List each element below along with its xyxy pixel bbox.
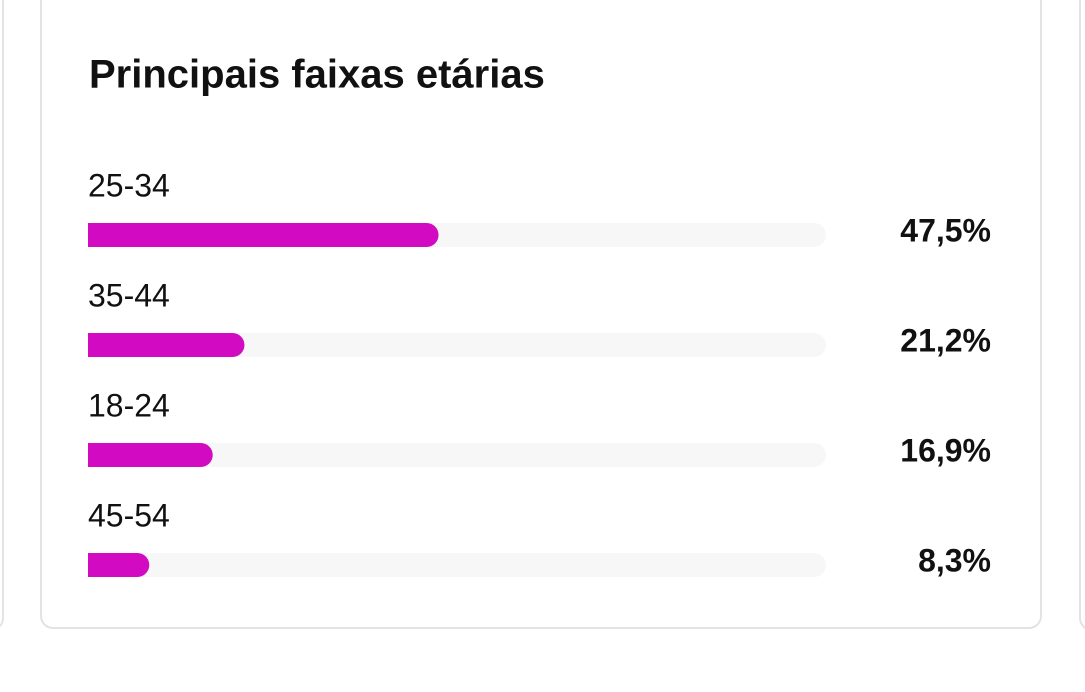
bar	[88, 333, 245, 357]
bar-track	[88, 443, 826, 467]
value-label: 16,9%	[900, 432, 991, 468]
bar-square-start	[88, 553, 100, 577]
bar	[88, 553, 150, 577]
bar	[88, 443, 213, 467]
bar-square-start	[88, 333, 100, 357]
card-title: Principais faixas etárias	[89, 53, 545, 97]
value-label: 47,5%	[900, 212, 991, 248]
value-label: 8,3%	[918, 542, 991, 578]
left-card-edge	[0, 0, 4, 628]
value-label: 21,2%	[900, 322, 991, 358]
bar-track	[88, 553, 826, 577]
category-label: 35-44	[88, 277, 170, 313]
category-label: 18-24	[88, 387, 170, 423]
bar-track	[88, 333, 826, 357]
category-label: 25-34	[88, 167, 170, 203]
bar	[88, 223, 439, 247]
right-card-edge	[1079, 0, 1085, 629]
bar-square-start	[88, 443, 100, 467]
category-label: 45-54	[88, 497, 170, 533]
bar-square-start	[88, 223, 100, 247]
card	[40, 0, 1042, 629]
